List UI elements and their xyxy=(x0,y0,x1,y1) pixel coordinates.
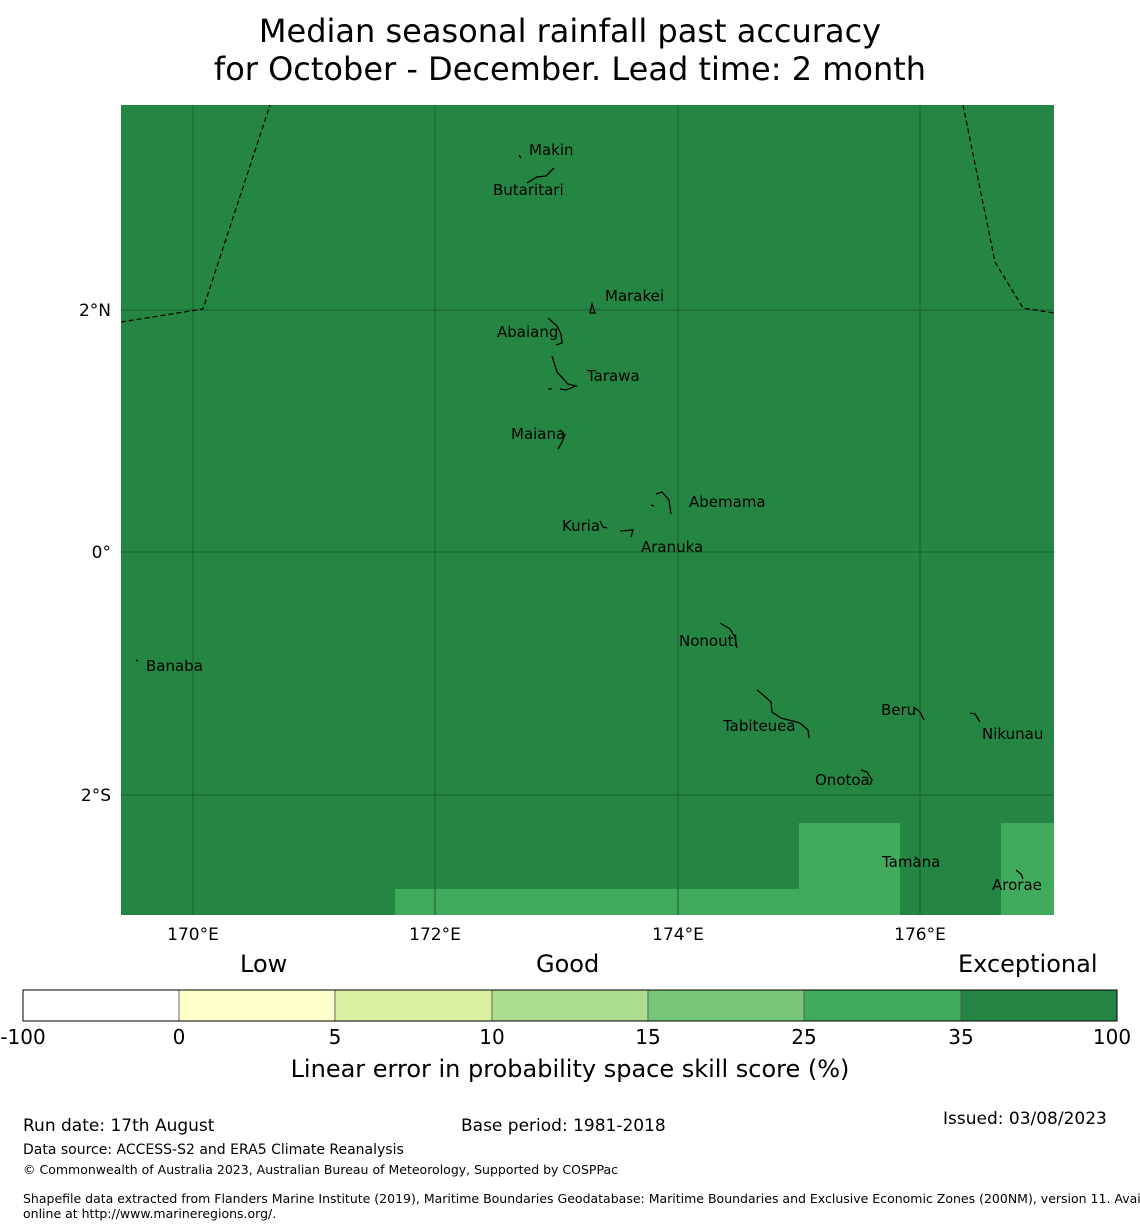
chart-title-line-1: Median seasonal rainfall past accuracy xyxy=(258,12,882,50)
colorbar-category-low: Low xyxy=(240,950,288,978)
colorbar-tick-label: 35 xyxy=(948,1025,974,1049)
colorbar-segment xyxy=(647,989,805,1022)
colorbar-tick-label: 5 xyxy=(328,1025,342,1049)
island-label: Abemama xyxy=(689,493,766,511)
island-label: Kuria xyxy=(562,517,600,535)
island-outlines xyxy=(135,154,1024,880)
kuria-outline xyxy=(599,520,608,529)
island-label: Nonouti xyxy=(679,632,738,650)
nikunau-outline xyxy=(969,712,981,723)
colorbar-tick-label: 15 xyxy=(635,1025,661,1049)
aranuka-outline xyxy=(619,529,634,538)
skill-patch xyxy=(395,889,800,915)
lon-tick-label: 176°E xyxy=(894,925,946,945)
island-label: Beru xyxy=(881,701,916,719)
colorbar-category-good: Good xyxy=(536,950,600,978)
colorbar-segment xyxy=(491,989,649,1022)
maiana-outline xyxy=(557,429,566,450)
colorbar-segment xyxy=(803,989,962,1022)
island-label: Marakei xyxy=(605,287,664,305)
eez-boundary xyxy=(120,104,1055,323)
island-label: Makin xyxy=(529,141,574,159)
lon-tick-label: 174°E xyxy=(652,925,704,945)
chart-title-line-2: for October - December. Lead time: 2 mon… xyxy=(213,50,927,88)
data-source: Data source: ACCESS-S2 and ERA5 Climate … xyxy=(23,1142,404,1158)
makin-outline xyxy=(518,154,522,159)
colorbar-tick-label: -100 xyxy=(0,1025,46,1049)
lon-tick-label: 170°E xyxy=(167,925,219,945)
colorbar-segment xyxy=(334,989,493,1022)
lat-tick-label: 2°S xyxy=(81,786,111,806)
island-label: Banaba xyxy=(146,657,203,675)
island-label: Tamana xyxy=(881,853,940,871)
colorbar-label: Linear error in probability space skill … xyxy=(290,1055,850,1083)
skill-patch xyxy=(1001,823,1054,915)
lat-tick-label: 2°N xyxy=(79,301,111,321)
island-label: Aranuka xyxy=(641,538,703,556)
colorbar-tick-label: 0 xyxy=(172,1025,186,1049)
base-period: Base period: 1981-2018 xyxy=(461,1116,666,1136)
issued-date: Issued: 03/08/2023 xyxy=(943,1109,1107,1129)
island-label: Tabiteuea xyxy=(722,717,796,735)
arorae-outline xyxy=(1015,869,1024,880)
butaritari-outline xyxy=(526,167,555,184)
colorbar-tick-label: 10 xyxy=(479,1025,505,1049)
island-label: Arorae xyxy=(992,876,1042,894)
marakei-outline xyxy=(589,301,596,314)
colorbar-tick-label: 100 xyxy=(1092,1025,1132,1049)
lon-tick-label: 172°E xyxy=(409,925,461,945)
colorbar-segment xyxy=(960,989,1118,1022)
colorbar-segment xyxy=(178,989,336,1022)
run-date: Run date: 17th August xyxy=(23,1116,215,1136)
island-label: Onotoa xyxy=(815,771,870,789)
nonouti-outline xyxy=(719,622,738,649)
island-label: Butaritari xyxy=(493,181,564,199)
gridlines xyxy=(121,105,1054,915)
beru-outline xyxy=(914,707,925,721)
abemama-outline xyxy=(655,491,672,515)
colorbar-segment xyxy=(22,989,180,1022)
abaiang-outline xyxy=(547,317,563,346)
skill-patch xyxy=(799,823,900,915)
tabiteuea-outline xyxy=(756,689,810,739)
colorbar-category-exceptional: Exceptional xyxy=(958,950,1098,978)
map-area xyxy=(121,105,1054,915)
copyright: © Commonwealth of Australia 2023, Austra… xyxy=(23,1162,618,1177)
abemama-islet xyxy=(650,504,655,507)
island-label: Abaiang xyxy=(497,323,558,341)
shapefile-credit-line-1: Shapefile data extracted from Flanders M… xyxy=(23,1191,1140,1206)
tamana-outline xyxy=(914,856,919,860)
island-label: Tarawa xyxy=(586,367,640,385)
island-label: Maiana xyxy=(511,425,565,443)
tarawa-outline xyxy=(551,355,579,391)
colorbar xyxy=(22,989,1118,1022)
colorbar-tick-label: 25 xyxy=(791,1025,817,1049)
onotoa-outline xyxy=(860,769,873,786)
banaba-outline xyxy=(135,659,139,662)
shapefile-credit-line-2: online at http://www.marineregions.org/. xyxy=(23,1206,277,1221)
lat-tick-label: 0° xyxy=(92,543,111,563)
island-label: Nikunau xyxy=(982,725,1043,743)
